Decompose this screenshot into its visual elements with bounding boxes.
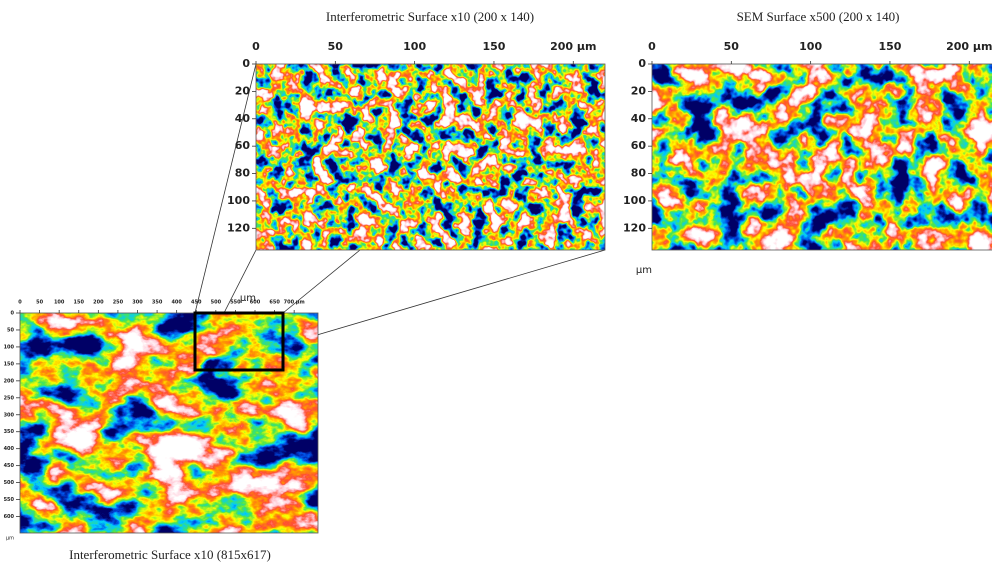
y-tick-label: 100 [4, 344, 15, 350]
y-tick-label: 80 [631, 167, 647, 180]
y-tick-label: 0 [638, 57, 646, 70]
y-tick-label: 150 [4, 361, 15, 367]
y-tick-label: 40 [235, 112, 251, 125]
y-tick-label: 20 [235, 84, 251, 97]
x-tick-label: 700 µm [284, 300, 305, 306]
surface-map [652, 64, 992, 250]
plot-frame [19, 312, 319, 534]
x-tick-label: 300 [132, 300, 143, 306]
panel: Interferometric Surface x10 (815x617) 0 50… [4, 300, 319, 562]
plot-frame [651, 63, 992, 251]
y-tick-label: 550 [4, 497, 15, 503]
y-tick-label: 50 [7, 327, 14, 333]
y-tick-label: 200 [4, 378, 15, 384]
x-tick-label: 500 [211, 300, 222, 306]
y-unit: µm [636, 265, 652, 276]
x-tick-label: 0 [648, 40, 656, 53]
x-tick-label: 200 µm [550, 40, 596, 53]
zoom-line [282, 249, 606, 346]
x-tick-label: 100 [403, 40, 426, 53]
panel-title: Interferometric Surface x10 (200 x 140) [326, 9, 534, 24]
panel-title: SEM Surface x500 (200 x 140) [737, 9, 900, 24]
y-tick-label: 350 [4, 429, 15, 435]
x-tick-label: 50 [328, 40, 344, 53]
y-tick-label: 100 [623, 194, 646, 207]
y-tick-label: 450 [4, 463, 15, 469]
zoom-box [193, 311, 285, 372]
y-tick-label: 40 [631, 112, 647, 125]
y-tick-label: 120 [227, 221, 250, 234]
x-tick-label: 150 [482, 40, 505, 53]
y-tick-label: 80 [235, 167, 251, 180]
x-tick-label: 400 [171, 300, 182, 306]
x-tick-label: 150 [878, 40, 901, 53]
x-tick-label: 600 [250, 300, 261, 306]
y-unit: µm [240, 293, 256, 304]
x-tick-label: 50 [724, 40, 740, 53]
x-tick-label: 550 [230, 300, 241, 306]
y-tick-label: 500 [4, 480, 15, 486]
y-tick-label: 60 [631, 139, 647, 152]
y-tick-label: 100 [227, 194, 250, 207]
x-tick-label: 350 [152, 300, 163, 306]
y-tick-label: 300 [4, 412, 15, 418]
y-tick-label: 600 [4, 514, 15, 520]
x-tick-label: 200 [93, 300, 104, 306]
surface-map [256, 64, 605, 250]
y-tick-label: 0 [11, 311, 15, 317]
x-tick-label: 100 [54, 300, 65, 306]
y-tick-label: 60 [235, 139, 251, 152]
panel-title: Interferometric Surface x10 (815x617) [69, 547, 271, 562]
y-unit: µm [6, 536, 14, 542]
x-tick-label: 650 [269, 300, 280, 306]
panel: SEM Surface x500 (200 x 140)0 50 100 150 200… [623, 9, 992, 276]
x-tick-label: 100 [799, 40, 822, 53]
x-tick-label: 0 [252, 40, 260, 53]
y-tick-label: 20 [631, 84, 647, 97]
x-tick-label: 200 µm [946, 40, 992, 53]
y-tick-label: 120 [623, 221, 646, 234]
plot-frame [255, 63, 606, 251]
zoom-line [194, 63, 257, 314]
x-tick-label: 450 [191, 300, 202, 306]
panel: Interferometric Surface x10 (200 x 140) 0… [227, 9, 606, 304]
zoom-line [282, 249, 361, 314]
surface-map [20, 313, 318, 533]
y-tick-label: 400 [4, 446, 15, 452]
x-tick-label: 50 [36, 300, 43, 306]
y-tick-label: 0 [242, 57, 250, 70]
x-tick-label: 150 [74, 300, 85, 306]
x-tick-label: 250 [113, 300, 124, 306]
x-tick-label: 0 [18, 300, 22, 306]
y-tick-label: 250 [4, 395, 15, 401]
